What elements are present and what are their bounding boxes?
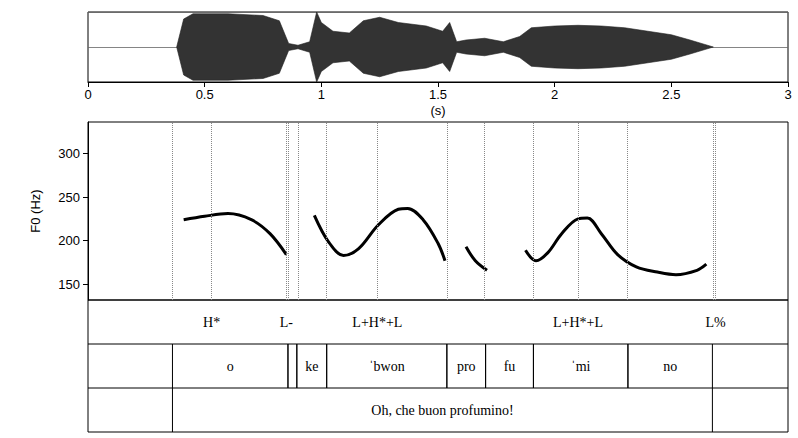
svg-text:250: 250: [58, 190, 80, 205]
svg-text:ˈmi: ˈmi: [571, 359, 591, 374]
svg-text:1: 1: [318, 87, 325, 102]
svg-text:0: 0: [84, 87, 91, 102]
svg-text:H*: H*: [203, 315, 220, 330]
svg-text:0.5: 0.5: [196, 87, 214, 102]
svg-text:1.5: 1.5: [429, 87, 447, 102]
svg-text:pro: pro: [457, 359, 476, 374]
svg-text:300: 300: [58, 146, 80, 161]
svg-text:3: 3: [784, 87, 791, 102]
svg-text:fu: fu: [504, 359, 516, 374]
svg-text:L-: L-: [280, 315, 294, 330]
svg-text:ke: ke: [305, 359, 318, 374]
svg-text:2: 2: [551, 87, 558, 102]
svg-text:no: no: [663, 359, 677, 374]
svg-text:(s): (s): [430, 103, 445, 118]
svg-text:Oh, che buon profumino!: Oh, che buon profumino!: [371, 403, 513, 418]
svg-text:150: 150: [58, 277, 80, 292]
svg-text:F0 (Hz): F0 (Hz): [28, 189, 43, 232]
svg-text:L%: L%: [706, 315, 727, 330]
svg-text:L+H*+L: L+H*+L: [352, 315, 402, 330]
svg-text:L+H*+L: L+H*+L: [553, 315, 603, 330]
svg-text:o: o: [227, 359, 234, 374]
svg-text:200: 200: [58, 233, 80, 248]
svg-text:2.5: 2.5: [662, 87, 680, 102]
svg-text:ˈbwon: ˈbwon: [369, 359, 405, 374]
